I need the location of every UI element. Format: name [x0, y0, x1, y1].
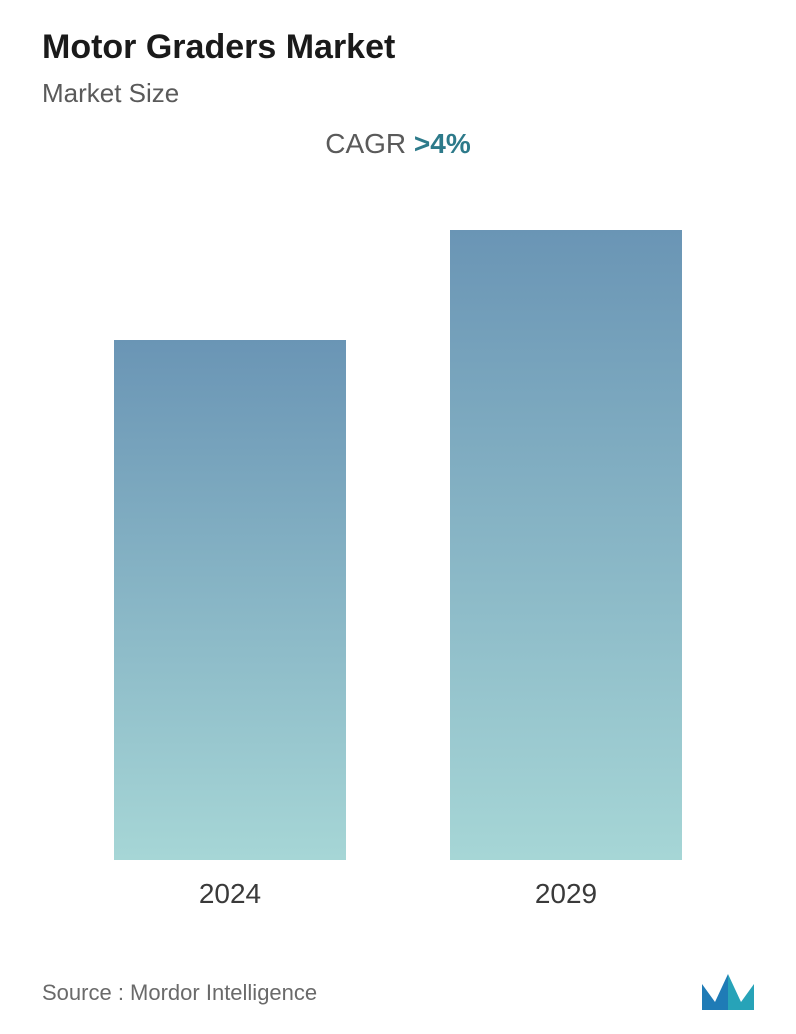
chart-title: Motor Graders Market	[42, 28, 395, 67]
cagr-value: >4%	[414, 128, 471, 159]
bar-2029	[450, 230, 682, 860]
bar-2024	[114, 340, 346, 860]
mordor-logo-icon	[702, 974, 754, 1010]
cagr-label: CAGR	[325, 128, 414, 159]
x-label-2024: 2024	[114, 878, 346, 910]
chart-subtitle: Market Size	[42, 78, 179, 109]
bars-area	[42, 210, 754, 860]
bar-chart: 2024 2029	[42, 210, 754, 910]
cagr-line: CAGR >4%	[0, 128, 796, 160]
source-text: Source : Mordor Intelligence	[42, 980, 317, 1006]
chart-container: Motor Graders Market Market Size CAGR >4…	[0, 0, 796, 1034]
x-label-2029: 2029	[450, 878, 682, 910]
x-axis-labels: 2024 2029	[42, 870, 754, 910]
